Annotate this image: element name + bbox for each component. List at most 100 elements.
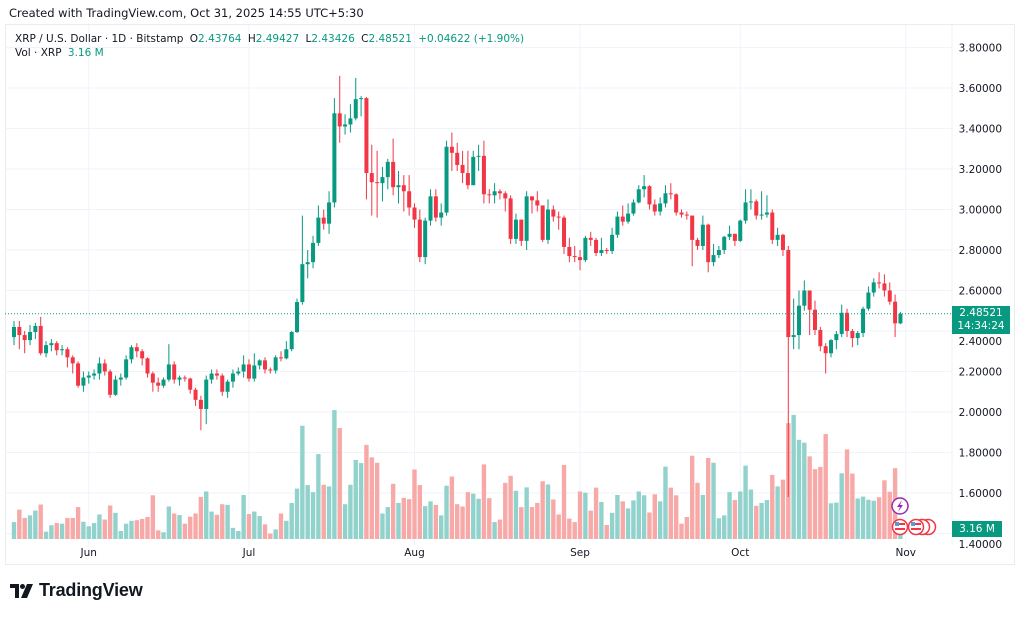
candle-body <box>321 217 326 224</box>
volume-bar <box>316 454 321 539</box>
candle-body <box>225 381 230 392</box>
volume-bar <box>300 425 305 539</box>
candle-body <box>439 212 444 218</box>
volume-bar <box>102 519 107 539</box>
price-tick-label: 3.80000 <box>959 43 1002 55</box>
volume-label[interactable]: Vol · XRP <box>15 47 62 59</box>
candle-body <box>583 237 588 261</box>
event-us-flag-icons[interactable] <box>891 518 937 536</box>
volume-bar <box>556 514 561 539</box>
volume-bar <box>727 492 732 539</box>
volume-bar <box>519 507 524 539</box>
time-axis[interactable]: Jun Jul Aug Sep Oct Nov <box>80 547 916 559</box>
candle-body <box>893 301 898 324</box>
volume-bar <box>631 500 636 539</box>
candle-body <box>375 182 380 184</box>
volume-bar <box>471 493 476 539</box>
volume-bar <box>673 495 679 539</box>
volume-bar <box>716 518 722 539</box>
volume-bar <box>759 502 764 539</box>
candle-body <box>674 194 679 213</box>
volume-bar <box>748 489 754 539</box>
volume-bar <box>182 523 188 539</box>
volume-bar <box>663 466 668 539</box>
candle-body <box>898 313 903 324</box>
volume-bar <box>43 531 49 539</box>
candle-body <box>839 312 844 335</box>
candle-body <box>113 379 118 395</box>
candle-body <box>508 198 513 239</box>
candle-body <box>407 191 412 208</box>
chart-frame <box>5 24 1015 565</box>
candle-body <box>332 113 337 203</box>
candle-body <box>866 292 871 309</box>
volume-bar <box>257 516 262 539</box>
candle-body <box>882 283 887 291</box>
volume-bar <box>647 512 652 539</box>
volume-bar <box>305 485 310 539</box>
volume-bar <box>887 491 892 539</box>
volume-bar <box>49 525 54 539</box>
volume-bar <box>823 434 828 539</box>
volume-bar <box>775 486 780 539</box>
volume-value: 3.16 M <box>67 47 104 59</box>
candle-body <box>134 347 139 352</box>
candle-body <box>535 200 540 206</box>
time-tick-label: Aug <box>404 547 425 559</box>
candle-body <box>401 185 406 192</box>
volume-bar <box>417 485 423 539</box>
candle-body <box>615 216 620 235</box>
us-flag-icon <box>907 518 925 536</box>
candle-body <box>513 219 518 239</box>
volume-bar <box>70 517 75 539</box>
candle-body <box>262 360 267 370</box>
price-axis[interactable]: 3.80000 3.60000 3.40000 3.20000 3.00000 2.800… <box>959 43 1002 552</box>
volume-bar <box>780 479 786 539</box>
candle-body <box>172 364 177 380</box>
candle-body <box>337 113 342 127</box>
candle-body <box>594 239 599 254</box>
us-flag-icon <box>891 518 909 536</box>
volume-bar <box>604 524 609 539</box>
candle-body <box>850 331 855 339</box>
candle-body <box>503 193 508 199</box>
price-tick-label: 2.40000 <box>959 336 1002 348</box>
volume-bar <box>91 523 97 539</box>
event-lightning-icon[interactable] <box>891 497 909 515</box>
price-tick-label: 2.80000 <box>959 245 1002 257</box>
symbol-title[interactable]: XRP / U.S. Dollar · 1D · Bitstamp <box>15 33 184 45</box>
volume-bar <box>225 504 230 539</box>
candle-body <box>620 216 625 222</box>
candle-body <box>642 186 647 190</box>
volume-bar <box>839 473 844 539</box>
candle-body <box>775 234 780 240</box>
candle-body <box>796 305 801 336</box>
price-tick-label: 2.00000 <box>959 407 1002 419</box>
candle-body <box>684 214 689 216</box>
volume-bars <box>11 410 903 539</box>
candle-body <box>33 325 38 333</box>
price-tick-label: 3.20000 <box>959 164 1002 176</box>
volume-bar <box>738 491 743 539</box>
volume-bar <box>636 491 641 539</box>
candle-body <box>663 193 668 204</box>
candle-body <box>823 346 828 354</box>
volume-bar <box>834 502 839 539</box>
volume-bar <box>214 514 220 539</box>
volume-bar <box>513 490 519 539</box>
volume-bar <box>577 491 583 539</box>
candle-body <box>102 363 107 372</box>
candle-body <box>610 234 615 252</box>
candle-body <box>764 212 769 215</box>
volume-bar <box>657 501 663 539</box>
tradingview-logo[interactable]: TradingView <box>10 580 143 601</box>
volume-bar <box>150 495 156 539</box>
candle-body <box>97 363 102 374</box>
candle-body <box>460 164 465 174</box>
candle-body <box>754 201 759 216</box>
volume-bar <box>33 510 38 539</box>
volume-bar <box>764 500 770 539</box>
candle-body <box>60 349 65 351</box>
volume-bar <box>139 518 145 539</box>
